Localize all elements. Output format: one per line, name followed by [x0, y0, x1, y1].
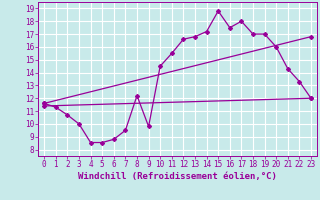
- X-axis label: Windchill (Refroidissement éolien,°C): Windchill (Refroidissement éolien,°C): [78, 172, 277, 181]
